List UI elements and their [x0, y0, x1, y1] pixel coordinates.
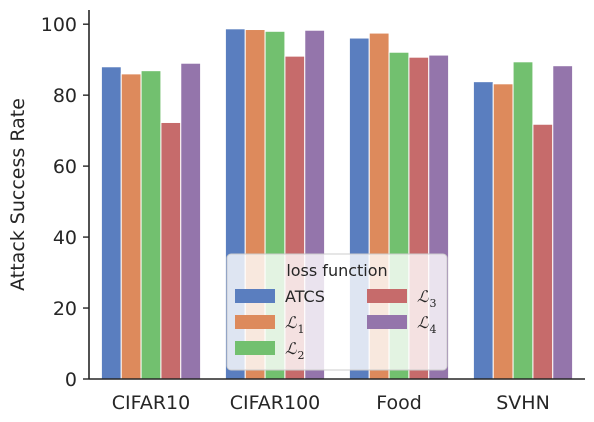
legend: loss function ATCS ℒ1 ℒ2 ℒ3 ℒ4	[226, 253, 448, 371]
legend-swatch	[235, 289, 275, 303]
bar-svhn-series-5	[552, 65, 574, 380]
y-tick-label: 80	[53, 85, 77, 107]
legend-label: ℒ1	[285, 313, 305, 336]
axes-group	[88, 10, 585, 380]
legend-box	[226, 253, 448, 371]
x-ticks: CIFAR10 CIFAR100 Food SVHN	[112, 392, 550, 414]
legend-label: ATCS	[285, 287, 325, 306]
legend-swatch	[235, 341, 275, 355]
legend-label: ℒ4	[417, 313, 437, 336]
y-tick-label: 100	[41, 14, 77, 36]
y-axis-title: Attack Success Rate	[7, 98, 29, 291]
x-tick-label: Food	[376, 392, 422, 414]
bar-cifar10-series-4	[160, 121, 182, 380]
legend-swatch	[367, 289, 407, 303]
bar-cifar10-series-3	[140, 70, 162, 380]
y-tick-label: 20	[53, 298, 77, 320]
bar-svhn-series-4	[532, 123, 554, 380]
x-tick-label: CIFAR10	[112, 392, 190, 414]
legend-swatch	[235, 315, 275, 329]
y-tick-label: 0	[65, 369, 77, 391]
bar-svhn-series-1	[472, 81, 494, 380]
y-ticks: 0 20 40 60 80 100	[41, 14, 89, 391]
y-tick-label: 40	[53, 227, 77, 249]
legend-label: ℒ2	[285, 339, 305, 362]
bar-cifar10-series-2	[120, 73, 142, 380]
bar-svhn-series-3	[512, 61, 534, 380]
x-tick-label: CIFAR100	[230, 392, 321, 414]
bar-cifar10-series-1	[100, 66, 122, 380]
bar-cifar10-series-5	[180, 62, 202, 380]
legend-items: ATCS ℒ1 ℒ2 ℒ3 ℒ4	[235, 287, 437, 362]
bar-svhn-series-2	[492, 83, 514, 380]
legend-label: ℒ3	[417, 287, 437, 310]
y-tick-label: 60	[53, 156, 77, 178]
legend-swatch	[367, 315, 407, 329]
x-tick-label: SVHN	[496, 392, 550, 414]
legend-title: loss function	[286, 261, 387, 280]
